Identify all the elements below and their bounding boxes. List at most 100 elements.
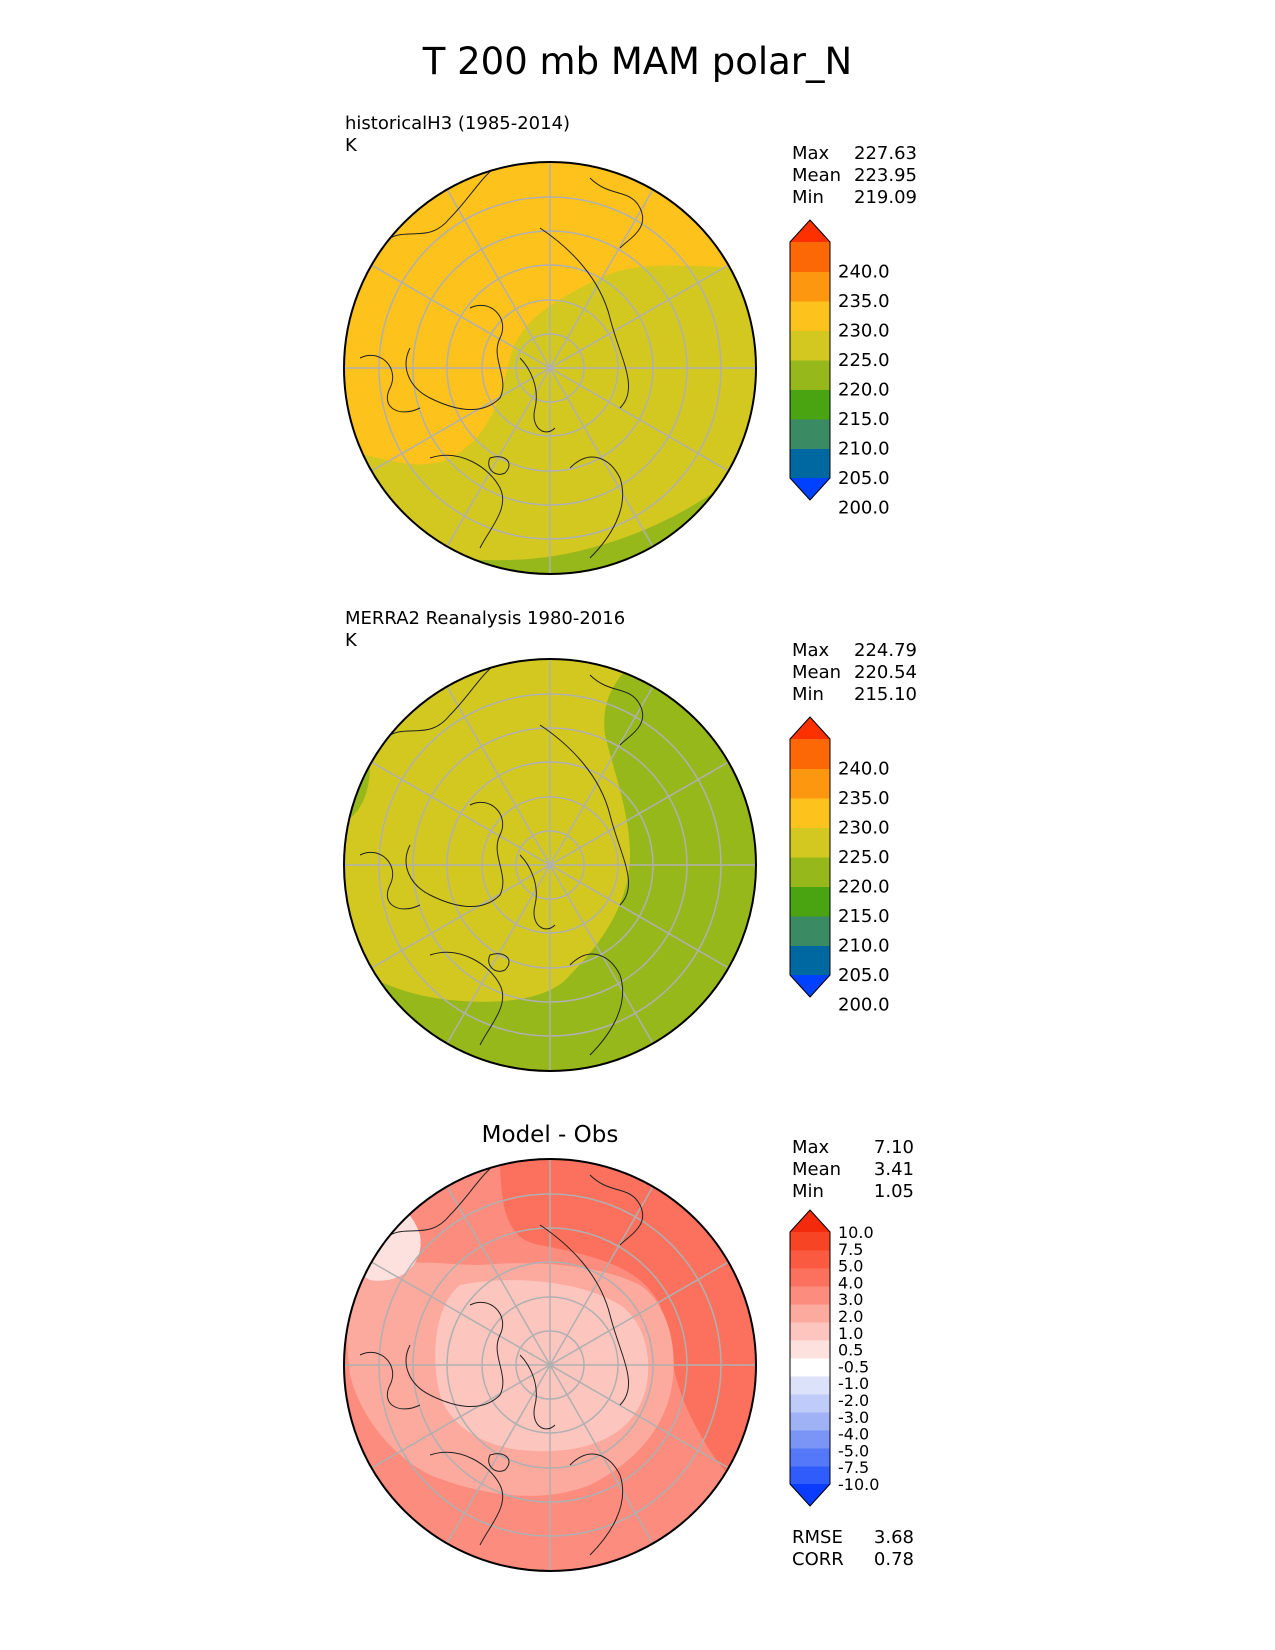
panel3-colorbar-tick-label: -1.0 (838, 1374, 869, 1393)
panel2-colorbar-tick-label: 215.0 (838, 906, 890, 927)
panel1-colorbar-tick-label: 230.0 (838, 321, 890, 342)
panel3-colorbar-segment (790, 1268, 830, 1287)
panel2-colorbar-tick-label: 235.0 (838, 788, 890, 809)
panel3-map-border (343, 1158, 757, 1572)
panel2-label-line1: MERRA2 Reanalysis 1980-2016 (345, 608, 626, 629)
panel2-mean-value: 220.54 (854, 662, 917, 683)
panel1-colorbar-tick-label: 205.0 (838, 468, 890, 489)
panel3-colorbar-tick-label: -2.0 (838, 1391, 869, 1410)
panel1-colorbar-extend-min (790, 478, 830, 500)
panel2-colorbar-segment (790, 768, 830, 799)
panel1-colorbar-tick-label: 200.0 (838, 498, 890, 519)
panel3-colorbar-tick-label: -3.0 (838, 1408, 869, 1427)
panel3-colorbar-tick-label: -10.0 (838, 1475, 879, 1494)
panel3-map (343, 1158, 757, 1572)
panel1-colorbar-segment (790, 330, 830, 361)
panel3-field-high-northeast (500, 1159, 756, 1495)
rmse-label: RMSE (792, 1527, 843, 1548)
panel3-colorbar: 10.07.55.04.03.02.01.00.5-0.5-1.0-2.0-3.… (789, 1209, 879, 1507)
panel3-colorbar-tick-label: 3.0 (838, 1290, 863, 1309)
panel1-colorbar-tick-label: 225.0 (838, 350, 890, 371)
panel1-label-line1: historicalH3 (1985-2014) (345, 113, 571, 134)
panel1-colorbar-tick-label: 240.0 (838, 262, 890, 283)
panel2-colorbar-segment (790, 945, 830, 976)
panel1-label: historicalH3 (1985-2014) K (345, 113, 570, 157)
panel1-colorbar-segment (790, 301, 830, 331)
panel1-min-value: 219.09 (854, 187, 917, 208)
panel1-mean-value: 223.95 (854, 165, 917, 186)
panel1-colorbar-segment (790, 389, 830, 420)
panel2-mean-label: Mean (792, 662, 842, 683)
panel2-colorbar-tick-label: 225.0 (838, 847, 890, 868)
panel1-colorbar-segment (790, 360, 830, 390)
panel3-colorbar-outline (789, 1209, 831, 1507)
panel3-min-value: 1.05 (873, 1181, 914, 1202)
panel1-colorbar-tick-label: 210.0 (838, 439, 890, 460)
panel3-mean-label: Mean (792, 1159, 842, 1180)
panel2-graticule (344, 659, 756, 1071)
panel3-colorbar-segment (790, 1358, 830, 1377)
panel1-colorbar-tick-label: 215.0 (838, 409, 890, 430)
panel2-colorbar: 240.0 235.0 230.0 225.0 220.0 215.0 210.0 205.0… (789, 716, 890, 1016)
panel2-colorbar-segment (790, 827, 830, 858)
panel2-units: K (345, 630, 357, 651)
panel2-colorbar-tick-label: 230.0 (838, 818, 890, 839)
panel2-field-warm-core (344, 659, 640, 1002)
panel3-colorbar-tick-label: 1.0 (838, 1324, 863, 1343)
panel2-colorbar-tick-label: 220.0 (838, 877, 890, 898)
corr-value: 0.78 (873, 1549, 914, 1570)
corr-label: CORR (792, 1549, 844, 1570)
panel3-colorbar-segment (790, 1340, 830, 1359)
panel1-colorbar-extend-max (790, 220, 830, 242)
panel3-colorbar-segment (790, 1448, 830, 1467)
panel2-max-value: 224.79 (854, 640, 917, 661)
panel3-colorbar-segment (790, 1304, 830, 1323)
panel1-colorbar-tick-label: 220.0 (838, 380, 890, 401)
panel2-colorbar-segment (790, 886, 830, 917)
panel3-metrics: RMSE 3.68 CORR 0.78 (792, 1527, 914, 1571)
panel3-colorbar-extend-min (790, 1484, 830, 1506)
panel3-min-label: Min (792, 1181, 824, 1202)
panel1-colorbar-outline (789, 219, 831, 501)
panel2-stats: Max 224.79 Mean 220.54 Min 215.10 (792, 640, 917, 706)
panel3-max-label: Max (792, 1137, 830, 1158)
panel2-colorbar-outline (789, 716, 831, 998)
panel1-field-warm-band (344, 162, 756, 465)
panel1-colorbar-segment (790, 242, 830, 272)
panel2-colorbar-segment (790, 857, 830, 887)
panel1-min-label: Min (792, 187, 824, 208)
panel3-mean-value: 3.41 (873, 1159, 914, 1180)
panel3-colorbar-tick-label: 7.5 (838, 1240, 863, 1259)
panel1-map-border (343, 161, 757, 575)
panel3-colorbar-segment (790, 1430, 830, 1449)
panel2-colorbar-tick-label: 210.0 (838, 936, 890, 957)
panel1-max-value: 227.63 (854, 143, 917, 164)
panel3-colorbar-tick-label: -7.5 (838, 1458, 869, 1477)
panel3-colorbar-extend-max (790, 1210, 830, 1232)
panel3-colorbar-tick-label: 4.0 (838, 1273, 863, 1292)
panel2-colorbar-tick-label: 205.0 (838, 965, 890, 986)
panel2-colorbar-tick-label: 200.0 (838, 995, 890, 1016)
panel1-colorbar-tick-label: 235.0 (838, 291, 890, 312)
panel1-units: K (345, 135, 357, 156)
panel1-max-label: Max (792, 143, 830, 164)
panel1-coastlines (359, 162, 643, 559)
panel1-graticule (344, 162, 756, 574)
panel3-colorbar-segment (790, 1250, 830, 1269)
panel2-colorbar-segment (790, 798, 830, 828)
panel2-colorbar-segment (790, 916, 830, 946)
panel1-colorbar-segment (790, 419, 830, 449)
panel2-map-border (343, 658, 757, 1072)
panel3-colorbar-segment (790, 1232, 830, 1251)
panel1-map (343, 161, 757, 575)
panel2-min-value: 215.10 (854, 684, 917, 705)
panel2-max-label: Max (792, 640, 830, 661)
panel3-colorbar-tick-label: -0.5 (838, 1357, 869, 1376)
panel3-colorbar-tick-label: -4.0 (838, 1425, 869, 1444)
panel3-max-value: 7.10 (873, 1137, 914, 1158)
panel2-colorbar-extend-min (790, 975, 830, 997)
panel2-coastlines (359, 659, 643, 1056)
panel3-colorbar-segment (790, 1394, 830, 1413)
panel1-colorbar-segment (790, 448, 830, 479)
panel1-colorbar: 240.0 235.0 230.0 225.0 220.0 215.0 210.0 205.0… (789, 219, 890, 519)
